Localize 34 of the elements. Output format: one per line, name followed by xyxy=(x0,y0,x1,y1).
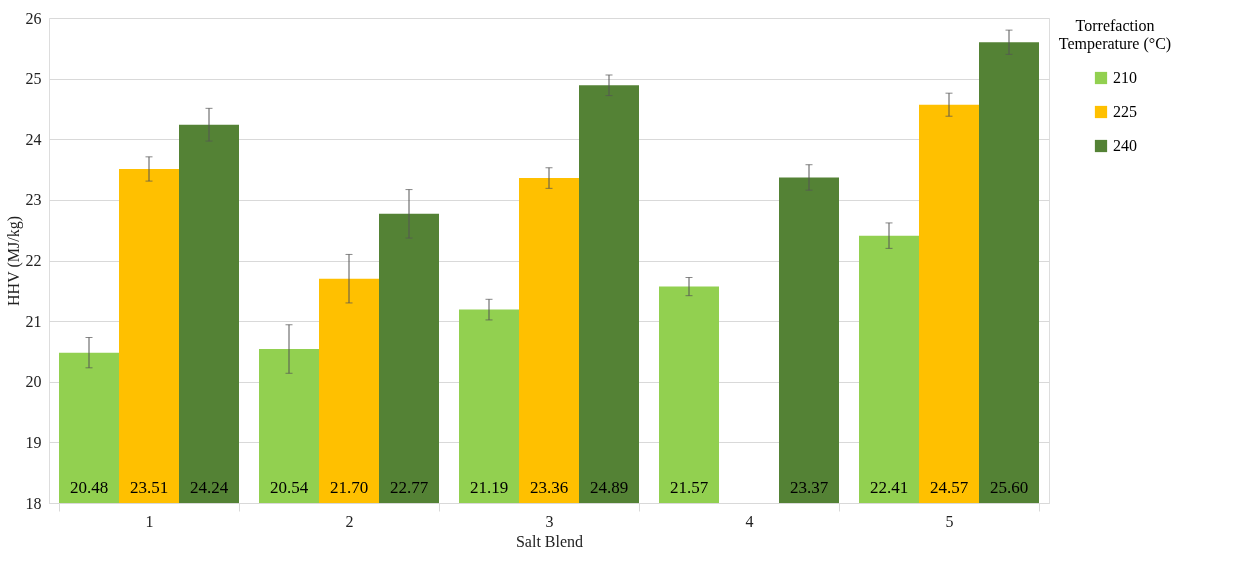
y-tick-label: 26 xyxy=(25,9,42,27)
y-tick-label: 22 xyxy=(25,252,42,269)
x-tick-label: 4 xyxy=(745,512,754,530)
y-tick-label: 19 xyxy=(25,433,42,451)
data-label: 20.54 xyxy=(269,478,309,497)
data-label: 24.57 xyxy=(929,478,969,497)
y-tick-label: 24 xyxy=(25,130,42,148)
legend-label: 240 xyxy=(1113,137,1137,154)
data-label: 23.51 xyxy=(129,478,169,497)
y-tick-label: 21 xyxy=(25,312,42,330)
data-label: 21.19 xyxy=(469,478,509,497)
data-label: 22.77 xyxy=(389,478,429,497)
y-tick-label: 18 xyxy=(25,494,42,512)
y-axis-title: HHV (MJ/kg) xyxy=(4,216,23,306)
data-label: 21.70 xyxy=(329,478,369,497)
data-label: 21.57 xyxy=(669,478,709,497)
data-label: 24.24 xyxy=(189,478,229,497)
data-label: 20.48 xyxy=(69,478,109,497)
x-tick-label: 5 xyxy=(945,512,954,530)
x-tick-label: 2 xyxy=(345,512,354,530)
data-label: 24.89 xyxy=(589,478,629,497)
legend-label: 210 xyxy=(1113,69,1137,86)
data-label: 25.60 xyxy=(989,478,1029,497)
data-label: 23.36 xyxy=(529,478,569,497)
legend-title: Torrefaction Temperature (°C) xyxy=(1058,17,1172,53)
data-label: 23.37 xyxy=(789,478,829,497)
y-tick-label: 20 xyxy=(25,373,42,391)
x-tick-label: 3 xyxy=(545,512,554,530)
data-label: 22.41 xyxy=(869,478,909,497)
legend-label: 225 xyxy=(1113,103,1137,120)
x-tick-label: 1 xyxy=(145,512,154,530)
x-axis-title: Salt Blend xyxy=(515,532,584,550)
y-tick-label: 25 xyxy=(25,70,42,88)
y-tick-label: 23 xyxy=(25,191,42,209)
